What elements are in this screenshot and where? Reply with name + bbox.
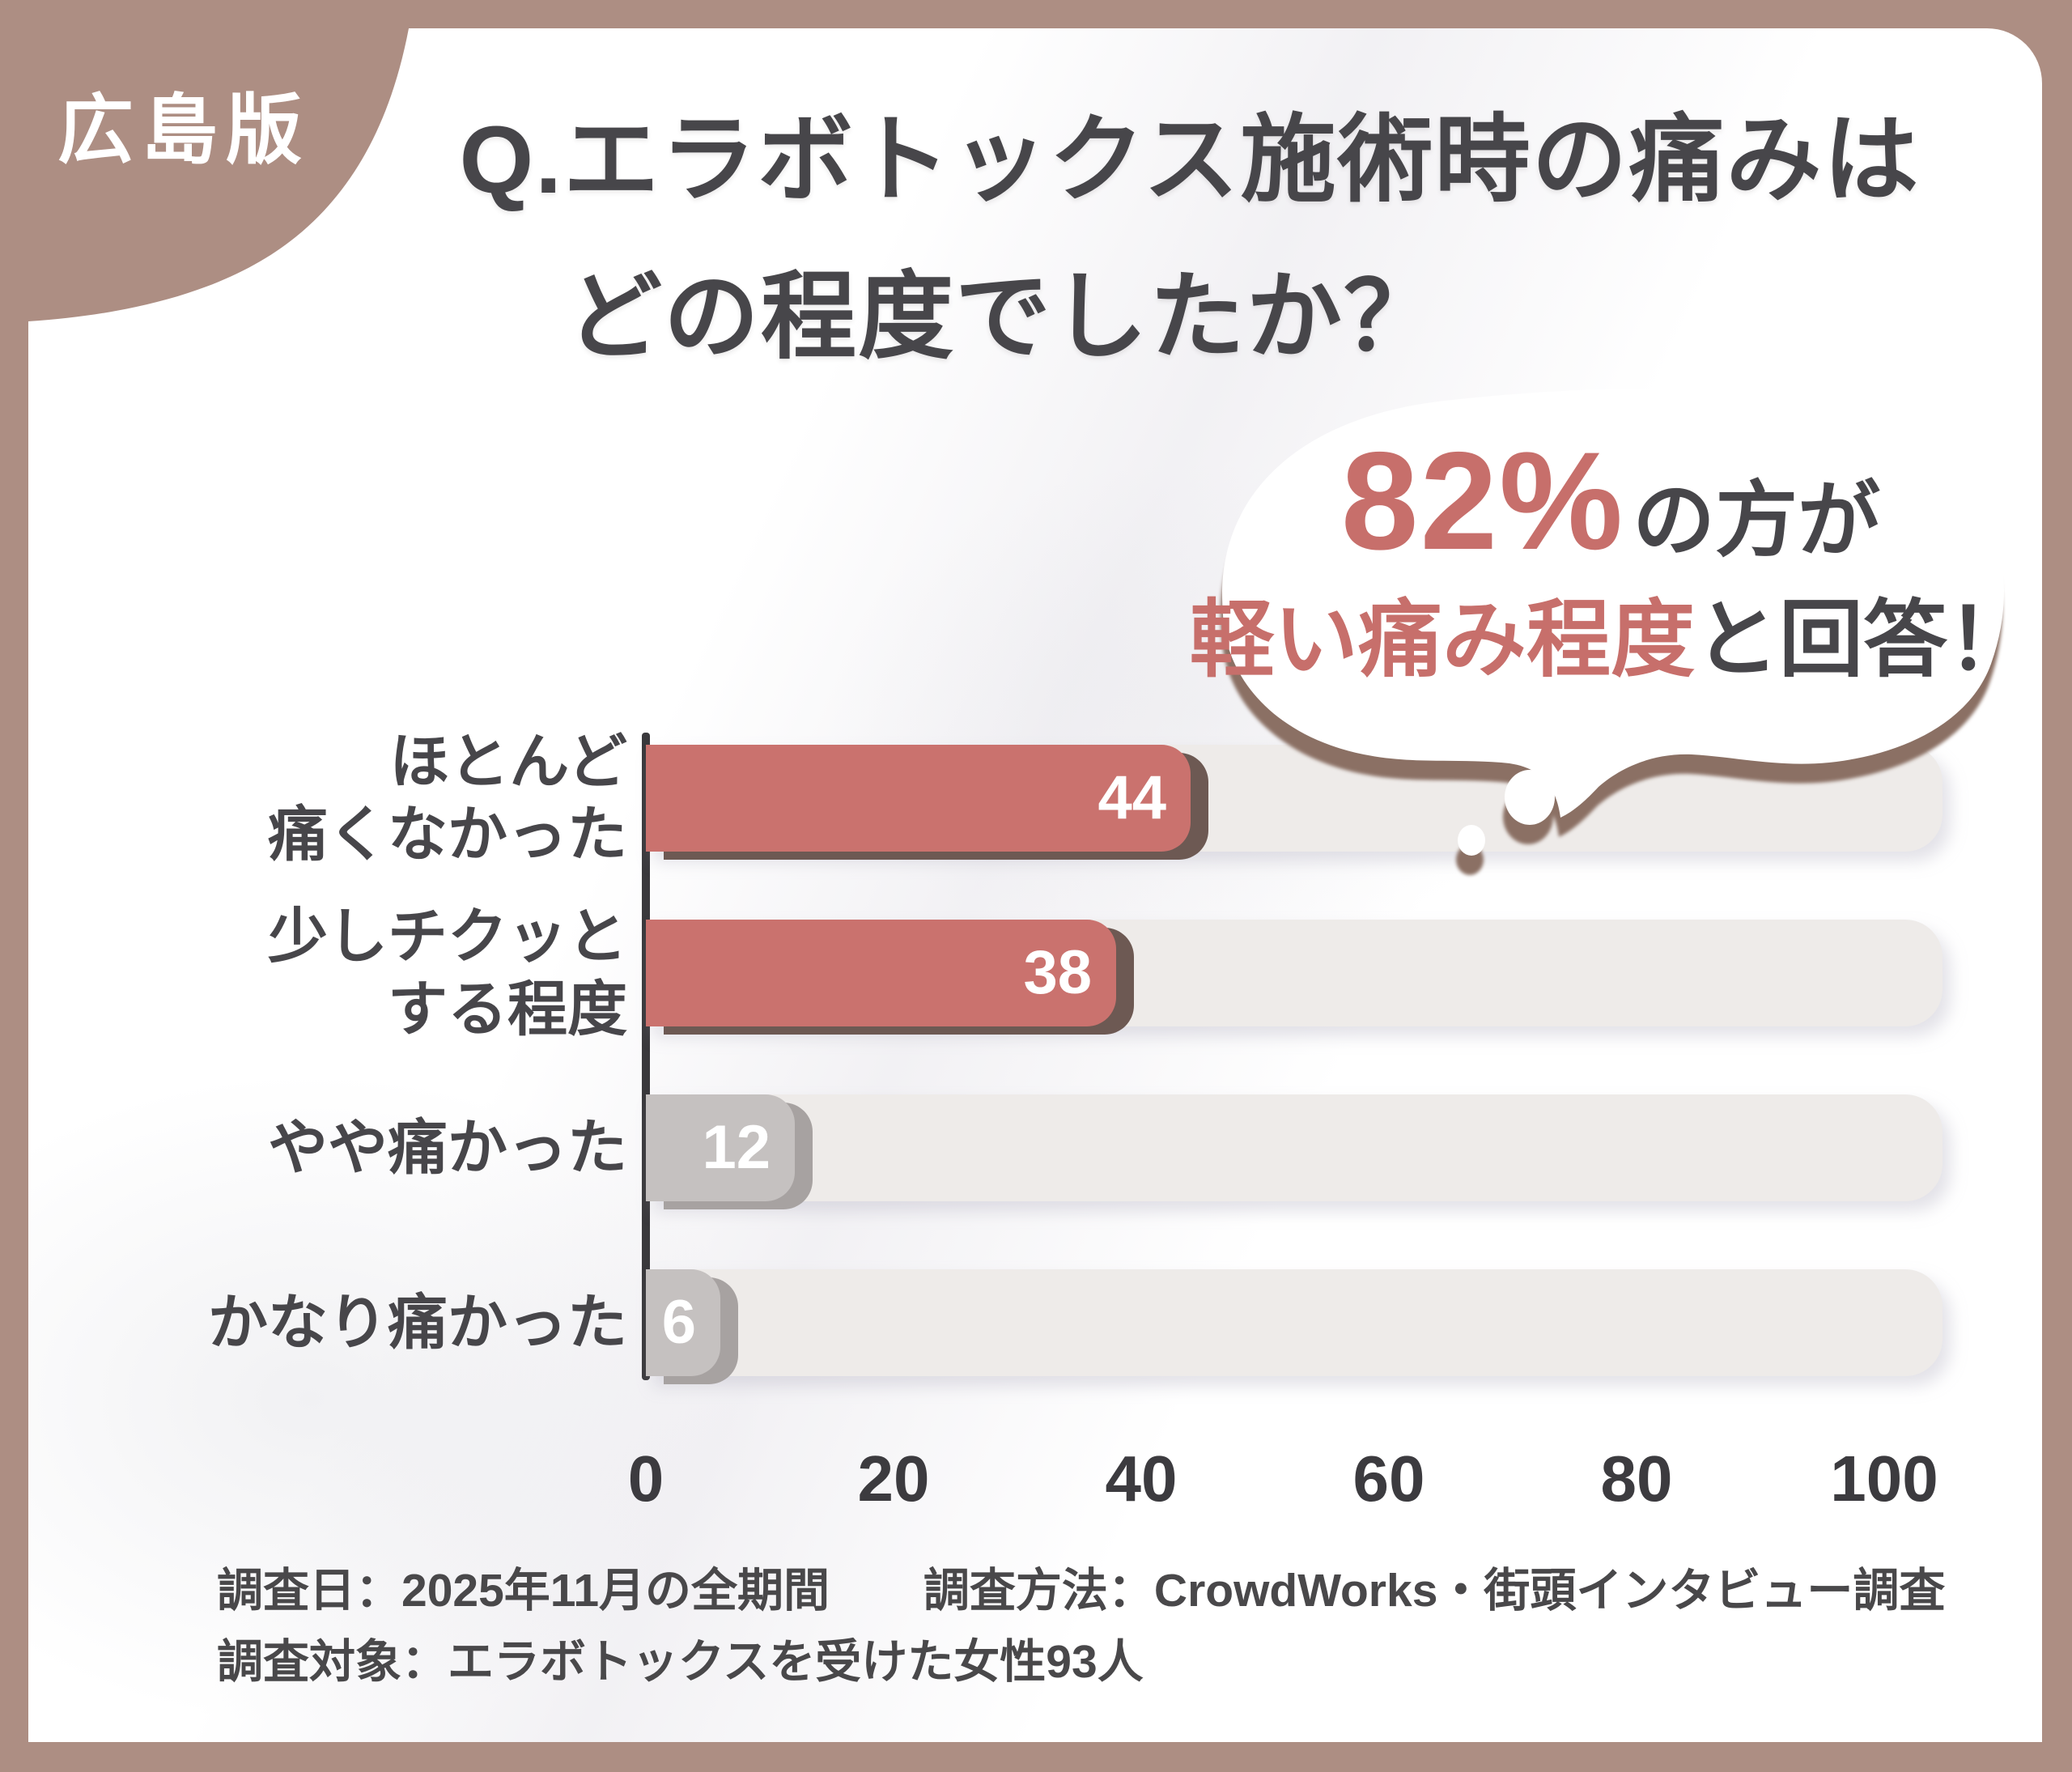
survey-info-line-1: 調査日：2025年11月の全期間 調査方法：CrowdWorks・街頭インタビュ… [217, 1568, 1945, 1614]
thought-bubble-dot-small [1458, 825, 1485, 856]
value-bar: 6 [646, 1269, 720, 1376]
category-label: ほとんど 痛くなかった [268, 728, 627, 868]
x-tick-label: 40 [1105, 1443, 1178, 1515]
category-label: 少しチクッと する程度 [268, 903, 627, 1043]
infographic-card: 広島版 Q.エラボトックス施術時の痛みは どの程度でしたか？ 44 ほとんど 痛… [28, 28, 2042, 1742]
thought-bubble-dot-large [1505, 770, 1555, 825]
y-axis-line [642, 733, 650, 1380]
category-label-line: かなり痛かった [208, 1289, 627, 1356]
x-axis-ticks: 0 20 40 60 80 100 [28, 1447, 2042, 1536]
x-tick-label: 0 [627, 1443, 664, 1515]
value-label: 44 [1098, 763, 1166, 832]
survey-subject: 調査対象：エラボトックスを受けた女性93人 [217, 1636, 1144, 1688]
page-title-line-1: Q.エラボトックス施術時の痛みは [459, 107, 1921, 214]
x-tick-label: 20 [857, 1443, 930, 1515]
thought-bubble-icon [1222, 388, 2005, 856]
value-label: 12 [702, 1113, 771, 1182]
category-label-line: 少しチクッと [268, 903, 627, 970]
value-label: 6 [661, 1288, 696, 1357]
x-tick-label: 100 [1830, 1443, 1938, 1515]
bar-row: 12 やや痛かった [28, 1094, 2042, 1201]
corner-blob-shape [28, 28, 409, 321]
callout-line-2: 軽い痛み程度と回答！ [1166, 598, 2042, 682]
thought-bubble-body [1222, 388, 2005, 818]
survey-method: 調査方法：CrowdWorks・街頭インタビュー調査 [923, 1565, 1946, 1617]
category-label-line: ほとんど [389, 728, 627, 795]
bar-track [646, 1094, 1942, 1201]
bar-row: 44 ほとんど 痛くなかった [28, 728, 2042, 868]
x-tick-label: 80 [1600, 1443, 1673, 1515]
value-label: 38 [1023, 938, 1092, 1007]
callout-line-1: 82% の方が [1166, 431, 2042, 571]
category-label-line: やや痛かった [268, 1114, 627, 1181]
value-bar: 38 [646, 920, 1116, 1026]
bar-row: 38 少しチクッと する程度 [28, 903, 2042, 1043]
category-label-line: する程度 [388, 975, 627, 1043]
callout-highlight: 軽い痛み程度 [1189, 593, 1695, 687]
bar-track [646, 1269, 1942, 1376]
category-label: かなり痛かった [208, 1258, 627, 1387]
callout-stat: 82% [1340, 423, 1625, 579]
survey-info-line-2: 調査対象：エラボトックスを受けた女性93人 [217, 1639, 1144, 1685]
callout-stat-suffix: の方が [1633, 474, 1881, 567]
region-badge: 広島版 [57, 87, 311, 172]
value-bar: 44 [646, 745, 1191, 852]
page-title-line-2: どの程度でしたか？ [566, 264, 1441, 371]
corner-blob [28, 28, 409, 321]
category-label: やや痛かった [268, 1083, 627, 1213]
category-label-line: 痛くなかった [268, 801, 627, 868]
x-tick-label: 60 [1352, 1443, 1425, 1515]
value-bar: 12 [646, 1094, 795, 1201]
callout-suffix: と回答！ [1695, 593, 2032, 687]
bar-row: 6 かなり痛かった [28, 1269, 2042, 1376]
survey-date: 調査日：2025年11月の全期間 [217, 1565, 830, 1617]
